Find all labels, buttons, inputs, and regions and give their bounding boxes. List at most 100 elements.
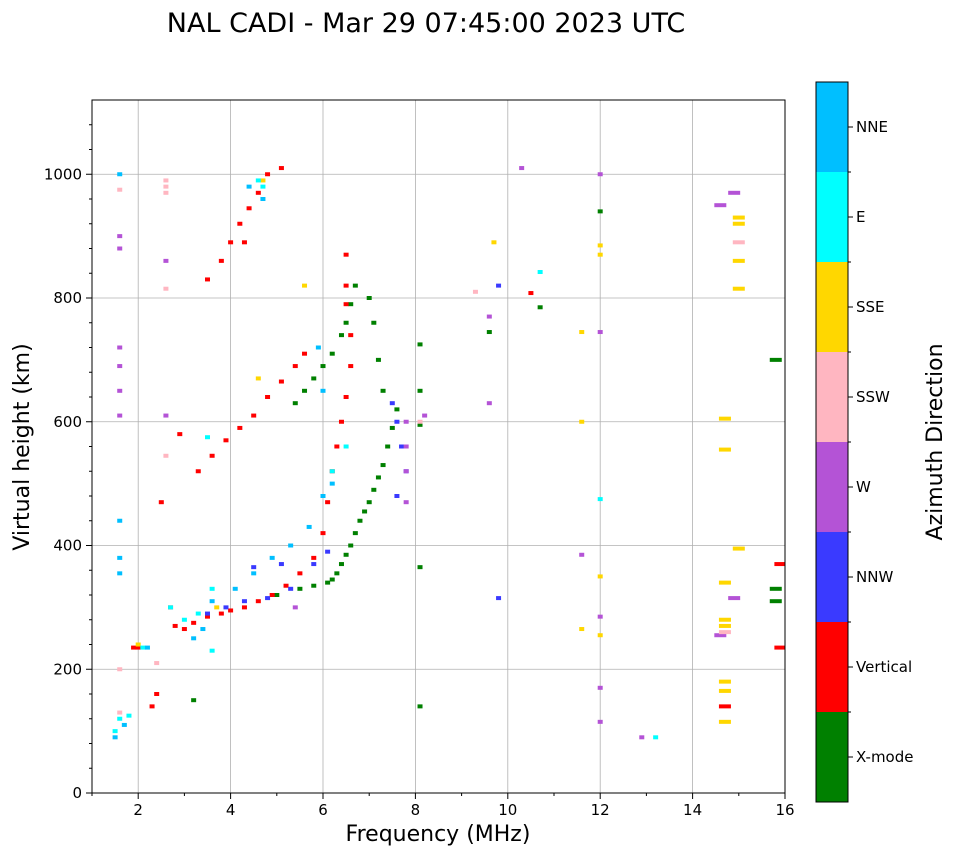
data-point [205, 614, 210, 619]
data-point [232, 586, 238, 591]
data-point [579, 330, 585, 335]
data-point [718, 688, 731, 693]
data-point [718, 719, 731, 724]
data-point [112, 729, 118, 734]
data-point [403, 444, 409, 449]
data-point [325, 549, 331, 554]
data-point [117, 345, 123, 350]
data-point [394, 419, 400, 424]
x-tick-label: 14 [683, 801, 702, 819]
data-point [251, 571, 257, 576]
data-point [343, 395, 349, 399]
colorbar-segment [816, 82, 848, 172]
data-point [718, 447, 731, 452]
data-point [718, 580, 731, 585]
data-point [403, 500, 409, 505]
colorbar-tick-label: E [856, 208, 865, 226]
data-point [311, 376, 317, 381]
x-tick-label: 12 [591, 801, 610, 819]
data-point [417, 342, 423, 347]
data-point [486, 401, 492, 406]
chart-title: NAL CADI - Mar 29 07:45:00 2023 UTC [167, 8, 685, 39]
data-point [255, 376, 261, 381]
series-nnw [205, 283, 502, 616]
data-point [292, 401, 298, 406]
data-point [389, 425, 395, 430]
data-point [320, 531, 326, 536]
data-point [597, 574, 603, 579]
data-point [417, 704, 423, 709]
data-point [732, 221, 745, 226]
data-point [597, 633, 603, 638]
data-point [163, 286, 169, 291]
data-point [653, 735, 659, 740]
data-point [255, 178, 261, 183]
data-point [163, 413, 169, 418]
data-point [732, 215, 745, 220]
data-point [537, 305, 543, 310]
data-point [597, 614, 603, 619]
data-point [348, 302, 354, 307]
data-point [126, 713, 132, 718]
data-point [343, 302, 349, 307]
data-point [131, 645, 137, 650]
data-point [274, 593, 280, 597]
y-tick-label: 200 [53, 660, 82, 678]
y-axis-label: Virtual height (km) [10, 343, 35, 550]
data-point [329, 577, 335, 582]
data-point [297, 586, 303, 591]
data-point [334, 571, 340, 576]
y-tick-label: 400 [53, 537, 82, 555]
data-point [149, 704, 155, 709]
data-point [380, 463, 386, 468]
data-point [278, 562, 284, 567]
data-point [774, 645, 785, 650]
data-point [117, 172, 123, 177]
data-point [163, 453, 169, 458]
data-point [209, 599, 215, 604]
data-point [154, 692, 160, 696]
colorbar-tick-label: SSE [856, 298, 885, 316]
series-vertical [131, 166, 785, 709]
data-point [528, 291, 534, 296]
data-point [403, 419, 409, 424]
data-point [117, 710, 123, 715]
data-point [121, 722, 127, 727]
data-point [343, 444, 349, 449]
data-point [718, 416, 731, 421]
data-point [117, 413, 123, 418]
data-point [195, 611, 201, 616]
series-w [117, 166, 741, 740]
data-point [338, 419, 344, 424]
data-point [732, 546, 745, 551]
colorbar-tick-label: SSW [856, 388, 890, 406]
data-point [732, 258, 745, 263]
data-point [714, 633, 727, 638]
data-point [117, 246, 123, 251]
series-sse [135, 178, 745, 724]
data-point [195, 469, 201, 474]
x-tick-label: 10 [498, 801, 517, 819]
data-point [117, 234, 123, 239]
data-point [255, 190, 261, 195]
data-point [718, 630, 731, 635]
data-point [519, 166, 525, 171]
data-point [399, 444, 405, 449]
data-point [417, 422, 423, 427]
data-point [205, 611, 210, 616]
series-ssw [117, 178, 745, 715]
data-point [154, 661, 160, 666]
data-point [597, 685, 603, 690]
data-point [228, 240, 234, 245]
data-point [579, 627, 585, 632]
grid [92, 100, 786, 794]
data-point [422, 413, 428, 418]
data-point [209, 648, 215, 653]
data-point [163, 258, 169, 263]
data-point [320, 494, 326, 498]
data-point [496, 596, 502, 601]
data-point [338, 562, 344, 567]
data-point [117, 187, 123, 192]
data-point [140, 645, 146, 650]
